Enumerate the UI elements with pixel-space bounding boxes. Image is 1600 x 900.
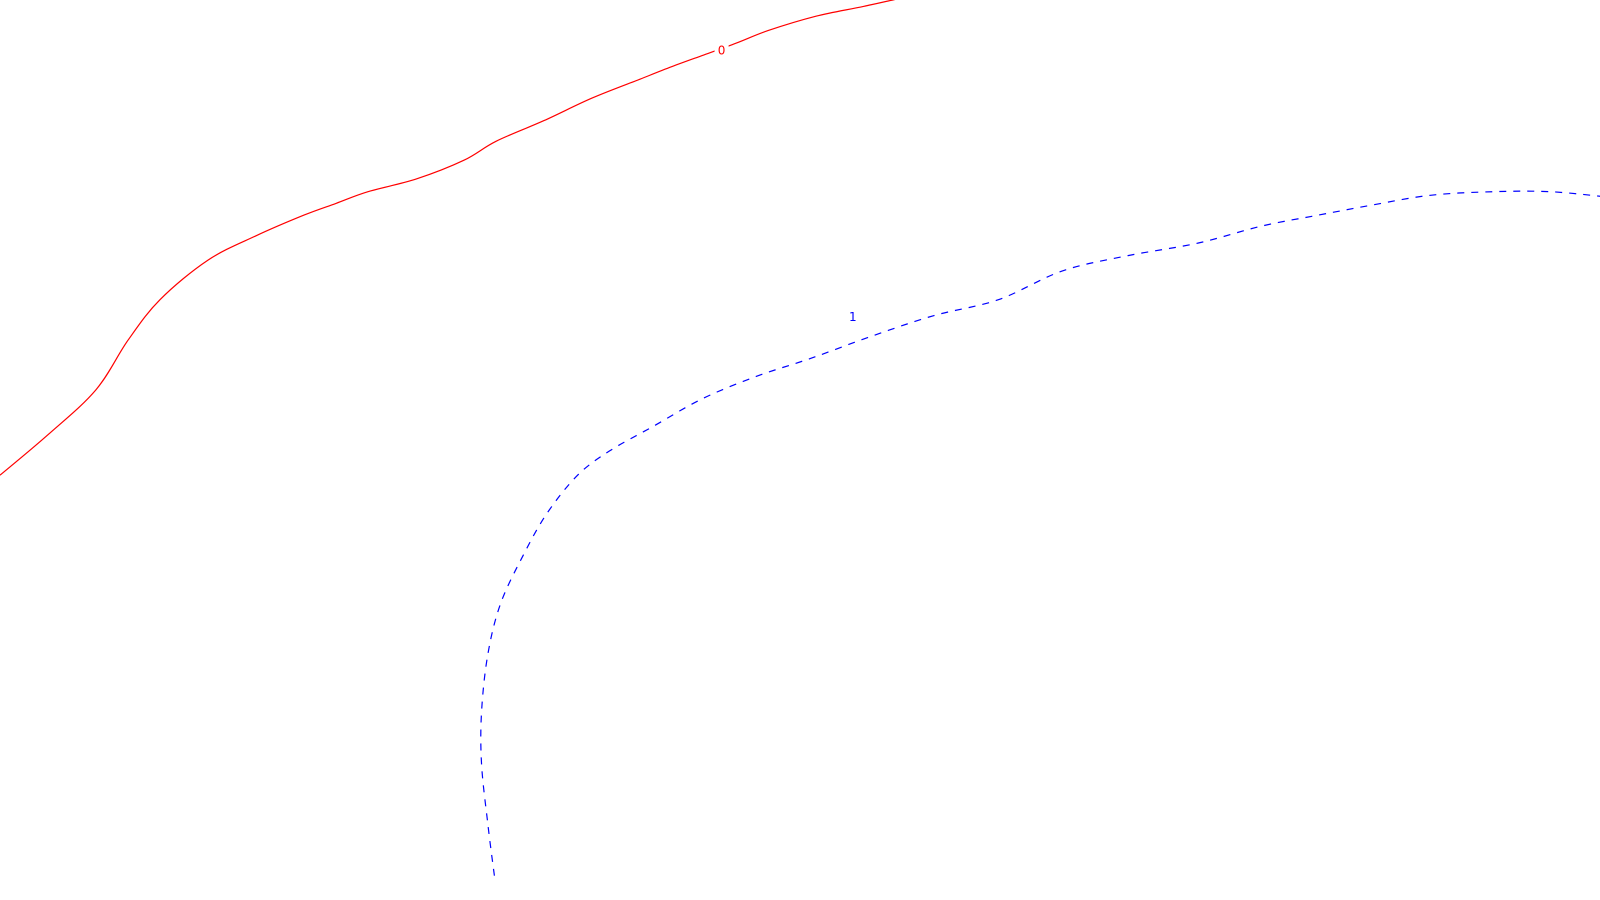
- contour-label-bg-1: [845, 308, 860, 323]
- contour-line-1: [480, 190, 1600, 876]
- contour-label-0: 0: [718, 43, 726, 57]
- contour-label-bg-0: [714, 42, 729, 57]
- contour-line-0: [0, 0, 896, 476]
- contour-label-1: 1: [849, 310, 857, 324]
